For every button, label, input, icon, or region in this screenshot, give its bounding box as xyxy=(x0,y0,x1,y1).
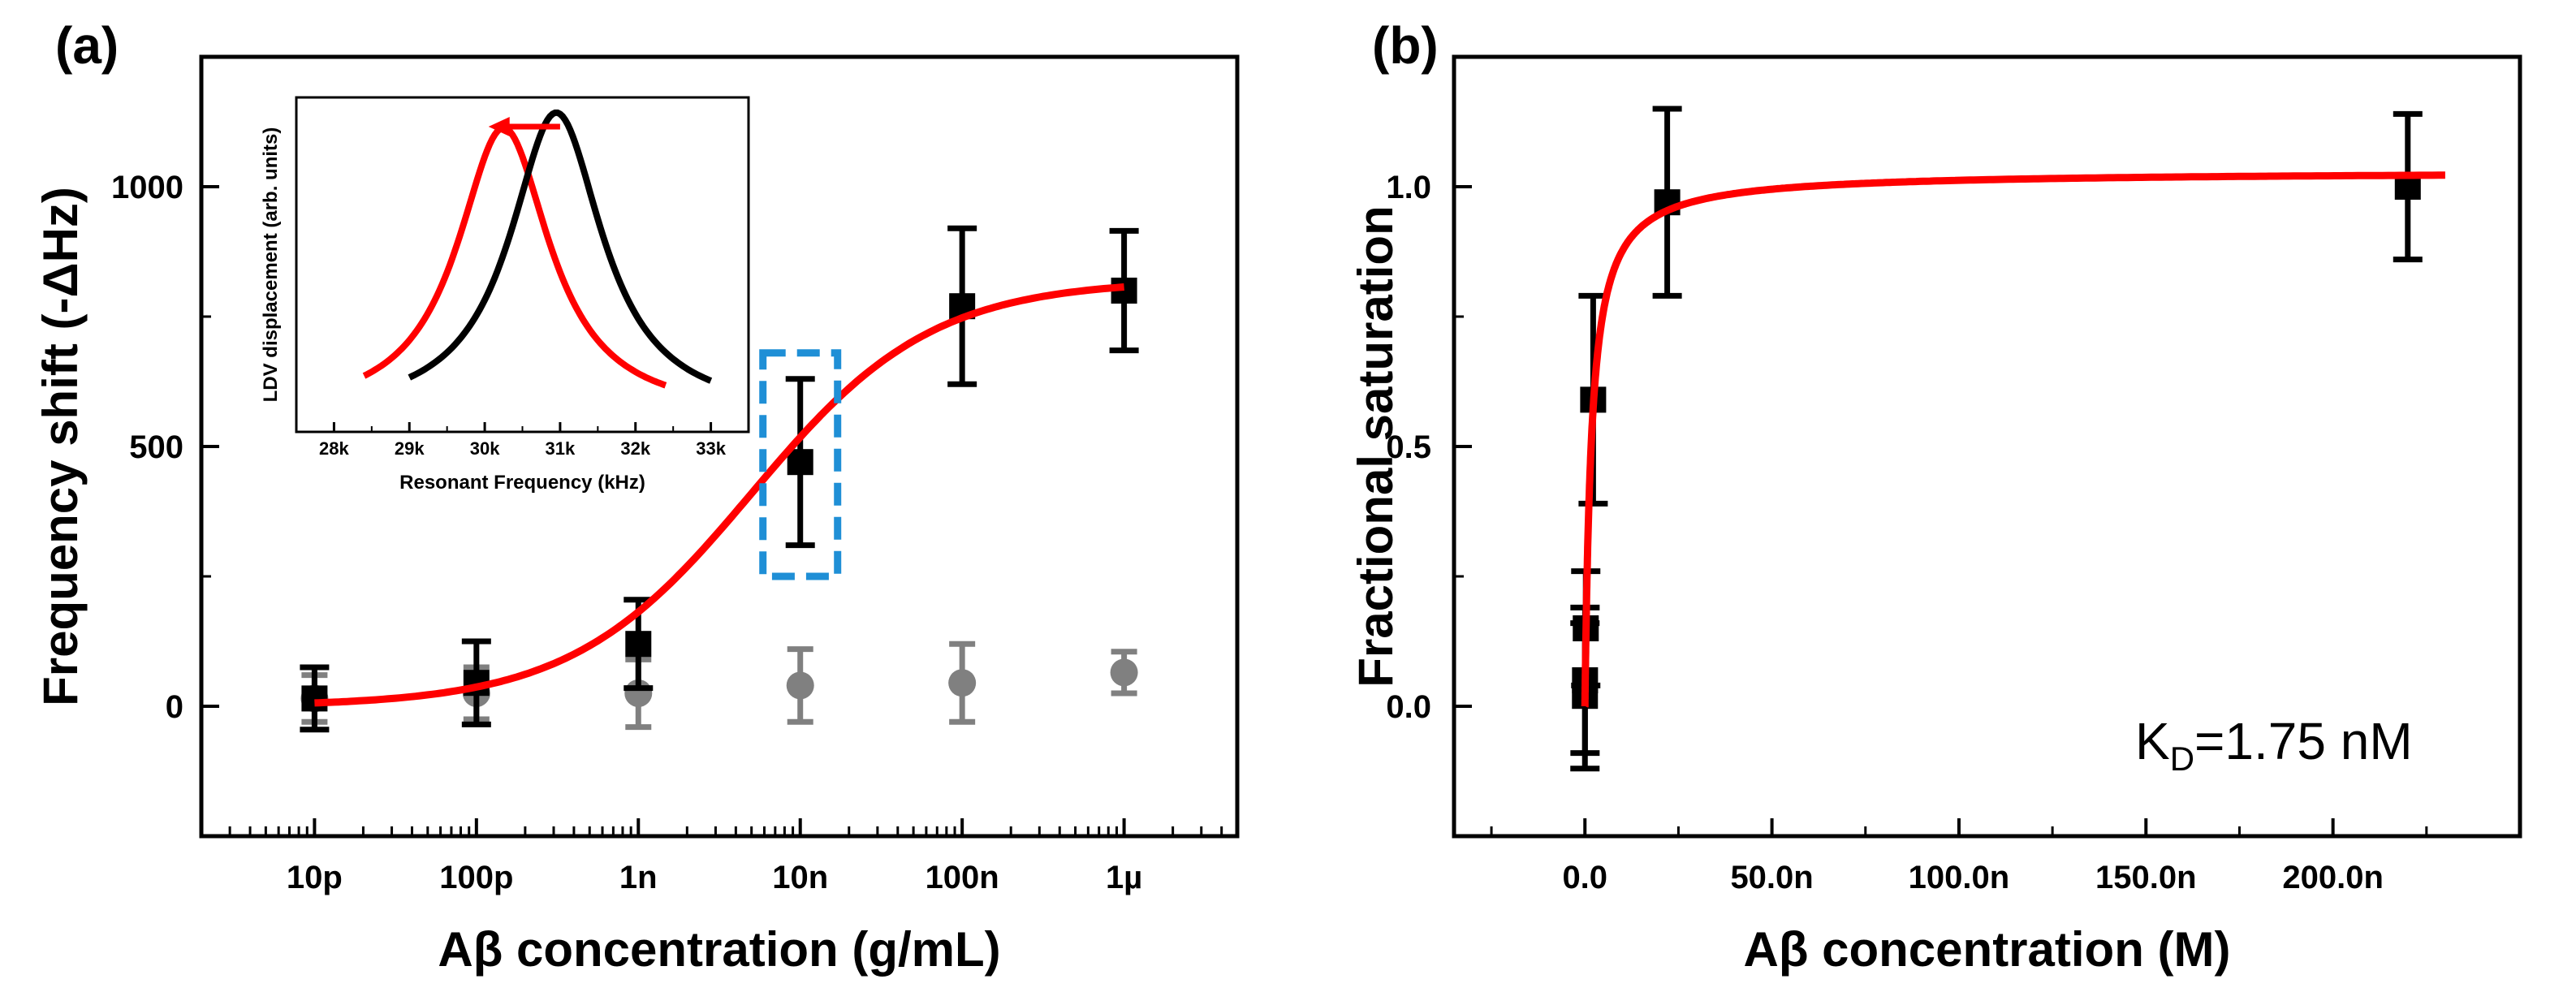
y-tick-label: 1000 xyxy=(111,170,183,205)
inset-x-tick-label: 33k xyxy=(696,438,726,459)
series-specific xyxy=(300,225,1139,733)
y-tick-label: 0.0 xyxy=(1386,689,1431,725)
kd-prefix: K xyxy=(2135,712,2170,770)
y-tick-label: 500 xyxy=(129,429,183,465)
panel-a: (a) 0 500 1000 10p 100p 1n 10n 100n 1µ Aβ concentr… xyxy=(33,16,1240,977)
y-axis-title: Fractional saturation xyxy=(1348,205,1403,687)
specific-point xyxy=(625,631,652,658)
inset-y-title: LDV displacement (arb. units) xyxy=(260,127,282,403)
series-data xyxy=(1570,106,2423,772)
x-tick-label: 50.0n xyxy=(1730,860,1813,895)
kd-value: =1.75 nM xyxy=(2194,712,2413,770)
x-tick-label: 100n xyxy=(926,860,999,895)
highlight-box xyxy=(759,349,842,580)
y-axis-title: Frequency shift (-ΔHz) xyxy=(33,187,88,706)
x-axis-title: Aβ concentration (M) xyxy=(1744,922,2231,977)
kd-annotation: KD=1.75 nM xyxy=(2135,712,2413,778)
inset-x-tick-label: 32k xyxy=(620,438,650,459)
x-axis-title: Aβ concentration (g/mL) xyxy=(438,922,1000,977)
x-tick-label: 10p xyxy=(287,860,343,895)
y-tick-label: 0 xyxy=(166,689,183,725)
control-point xyxy=(948,669,977,697)
y-tick-label: 1.0 xyxy=(1386,170,1431,205)
control-point xyxy=(786,671,814,700)
x-tick-label: 10n xyxy=(772,860,828,895)
fit-curve xyxy=(314,283,1124,707)
x-tick-label: 1n xyxy=(619,860,658,895)
plot-frame xyxy=(199,54,1240,839)
x-tick-label: 100p xyxy=(439,860,513,895)
inset-x-tick-label: 28k xyxy=(319,438,349,459)
fit-curve xyxy=(1581,171,2445,708)
inset-curve-initial xyxy=(408,109,713,384)
x-tick-label: 200.0n xyxy=(2282,860,2384,895)
control-point xyxy=(1110,658,1138,687)
plot-frame xyxy=(1452,54,2522,839)
y-tick-label: 0.5 xyxy=(1386,429,1431,465)
panel-b: (b) 0.0 0.5 1.0 0.0 50.0n 100.0n 150.0n 200.0n Aβ… xyxy=(1348,16,2522,977)
x-tick-label: 1µ xyxy=(1106,860,1142,895)
inset-x-tick-label: 31k xyxy=(546,438,576,459)
inset-shift-arrow-head xyxy=(488,117,510,136)
inset-frame xyxy=(295,96,750,433)
x-tick-label: 150.0n xyxy=(2095,860,2197,895)
panel-label: (b) xyxy=(1372,16,1439,75)
inset-x-tick-label: 30k xyxy=(470,438,500,459)
inset-curve-shifted xyxy=(362,124,667,389)
specific-point xyxy=(301,685,328,712)
panel-label: (a) xyxy=(55,16,119,75)
x-tick-label: 100.0n xyxy=(1909,860,2010,895)
inset-x-title: Resonant Frequency (kHz) xyxy=(399,472,645,494)
kd-subscript: D xyxy=(2170,740,2194,778)
series-control xyxy=(300,641,1138,731)
inset: 28k 29k 30k 31k 32k 33k Resonant Frequency (kH… xyxy=(260,96,750,494)
specific-point xyxy=(787,449,813,476)
x-tick-label: 0.0 xyxy=(1562,860,1607,895)
inset-x-tick-label: 29k xyxy=(395,438,425,459)
